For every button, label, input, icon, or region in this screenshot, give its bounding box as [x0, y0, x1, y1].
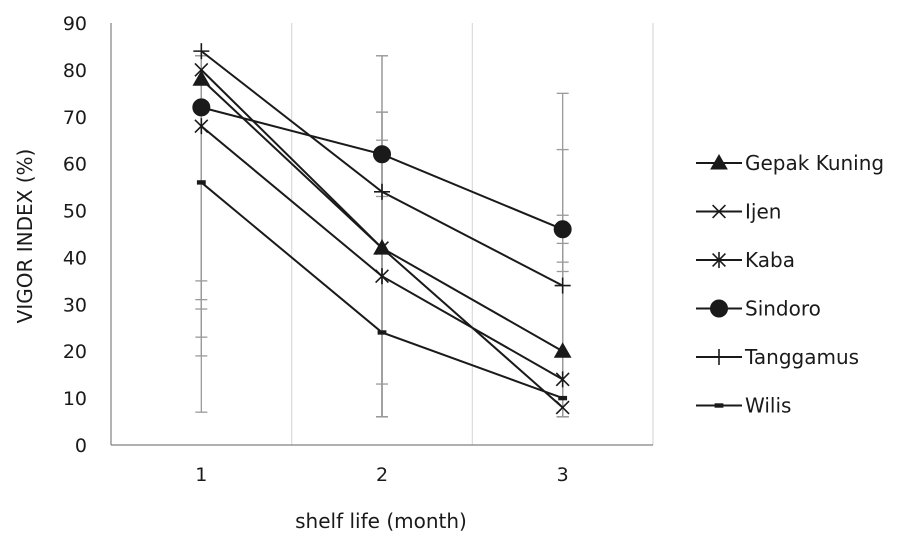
legend-marker: [710, 153, 728, 170]
legend-item: Wilis: [696, 394, 791, 418]
y-tick-label: 30: [63, 294, 87, 316]
legend-item: Sindoro: [696, 297, 821, 321]
x-tick-labels: 1 2 3: [195, 464, 568, 486]
legend-marker: [714, 403, 724, 408]
y-tick-label: 80: [63, 60, 87, 82]
legend-item: Tanggamus: [696, 345, 859, 369]
data-point: [553, 220, 572, 239]
x-tick-label: 2: [376, 464, 388, 486]
legend-item: Gepak Kuning: [696, 151, 884, 175]
data-point: [194, 118, 209, 135]
data-point: [192, 70, 211, 86]
x-tick-label: 3: [557, 464, 569, 486]
data-point: [193, 43, 210, 60]
legend-marker: [712, 252, 726, 268]
y-tick-label: 0: [75, 435, 87, 457]
data-point: [375, 241, 389, 256]
data-point: [194, 62, 209, 77]
data-point: [553, 342, 572, 358]
data-point: [196, 180, 206, 185]
data-point: [555, 400, 570, 415]
data-point: [554, 277, 571, 294]
y-tick-label: 70: [63, 107, 87, 129]
legend-marker: [711, 349, 727, 365]
x-axis-title: shelf life (month): [295, 509, 467, 533]
legend-label: Ijen: [745, 200, 781, 224]
data-point: [555, 371, 570, 388]
data-point: [375, 268, 389, 285]
legend-item: Kaba: [696, 248, 795, 272]
legend: Gepak Kuning Ijen Kaba Sindoro Tanggamus Wili…: [696, 151, 884, 418]
legend-marker: [712, 204, 726, 219]
series-sindoro: [192, 98, 572, 239]
y-tick-label: 10: [63, 388, 87, 410]
y-tick-label: 90: [63, 13, 87, 35]
legend-item: Ijen: [696, 200, 781, 224]
series-tanggamus: [193, 43, 571, 294]
y-axis-title: VIGOR INDEX (%): [13, 149, 37, 324]
y-tick-labels: 0 10 20 30 40 50 60 70 80 90: [63, 13, 87, 457]
series: [192, 43, 572, 415]
legend-label: Tanggamus: [744, 345, 859, 369]
y-tick-label: 50: [63, 201, 87, 223]
data-point: [373, 145, 391, 164]
data-point: [192, 98, 211, 117]
data-point: [374, 183, 390, 200]
legend-label: Gepak Kuning: [745, 151, 884, 175]
x-tick-label: 1: [195, 464, 207, 486]
y-tick-label: 20: [63, 341, 87, 363]
grid: [291, 23, 654, 445]
legend-marker: [710, 299, 728, 318]
y-tick-label: 40: [63, 247, 87, 269]
series-kaba: [194, 118, 570, 388]
data-point: [558, 395, 568, 401]
axes: [110, 23, 653, 446]
legend-label: Sindoro: [745, 297, 821, 321]
series-wilis: [196, 180, 568, 401]
data-point: [377, 330, 387, 335]
legend-label: Wilis: [745, 394, 791, 418]
legend-label: Kaba: [745, 248, 795, 272]
series-ijen: [194, 62, 570, 415]
y-tick-label: 60: [63, 154, 87, 176]
